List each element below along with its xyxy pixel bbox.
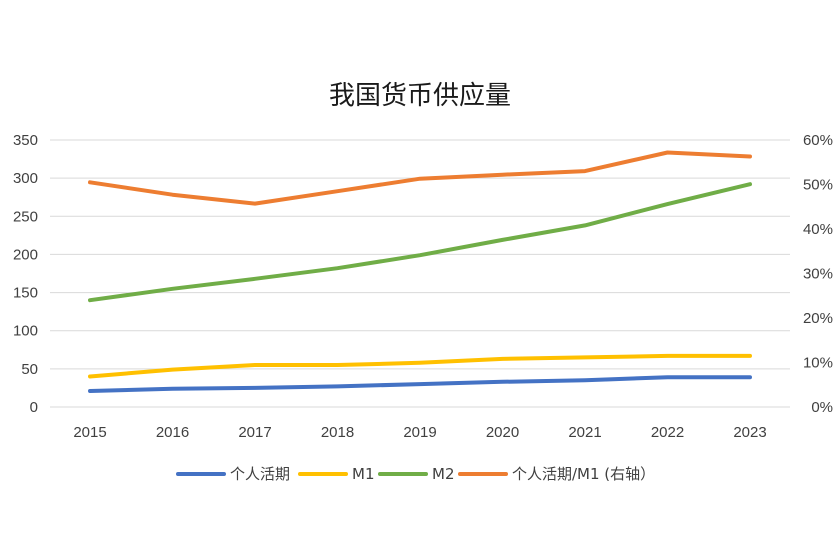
y-right-tick-label: 30%: [803, 266, 833, 283]
series-line: [88, 353, 752, 379]
y-left-tick-label: 50: [21, 361, 38, 378]
legend-label: M2: [432, 465, 455, 483]
y-right-tick-label: 10%: [803, 355, 833, 372]
legend-item: M2: [378, 465, 455, 483]
y-left-tick-label: 100: [13, 323, 38, 340]
x-tick-label: 2019: [403, 424, 436, 441]
y-right-tick-label: 50%: [803, 177, 833, 194]
y-left-tick-label: 250: [13, 208, 38, 225]
y-left-tick-label: 300: [13, 170, 38, 187]
y-right-tick-label: 60%: [803, 132, 833, 149]
legend: 个人活期 M1 M2 个人活期/M1 (右轴）: [176, 465, 655, 483]
legend-item: 个人活期: [176, 465, 290, 483]
legend-item: 个人活期/M1 (右轴）: [458, 465, 655, 483]
chart-title: 我国货币供应量: [329, 81, 511, 111]
x-tick-label: 2022: [651, 424, 684, 441]
x-tick-label: 2023: [733, 424, 766, 441]
series-line: [88, 375, 752, 393]
y-left-tick-label: 350: [13, 132, 38, 149]
y-right-tick-label: 0%: [811, 399, 833, 416]
series-line: [88, 150, 752, 206]
y-right-tick-label: 40%: [803, 221, 833, 238]
x-tick-label: 2016: [156, 424, 189, 441]
y-left-tick-label: 150: [13, 285, 38, 302]
series-lines: [88, 150, 752, 393]
legend-label: 个人活期: [230, 465, 290, 483]
legend-label: M1: [352, 465, 375, 483]
x-tick-label: 2021: [568, 424, 601, 441]
x-tick-label: 2018: [321, 424, 354, 441]
y-right-tick-label: 20%: [803, 310, 833, 327]
axis-labels: 0 50 100 150 200 250 300 350 0% 10% 20% 30% 40% 50% 60…: [13, 132, 833, 441]
y-left-tick-label: 0: [30, 399, 38, 416]
series-line: [88, 182, 752, 303]
x-tick-label: 2015: [73, 424, 106, 441]
x-tick-label: 2017: [238, 424, 271, 441]
x-tick-label: 2020: [486, 424, 519, 441]
legend-label: 个人活期/M1 (右轴）: [512, 465, 655, 483]
legend-item: M1: [298, 465, 375, 483]
y-left-tick-label: 200: [13, 246, 38, 263]
